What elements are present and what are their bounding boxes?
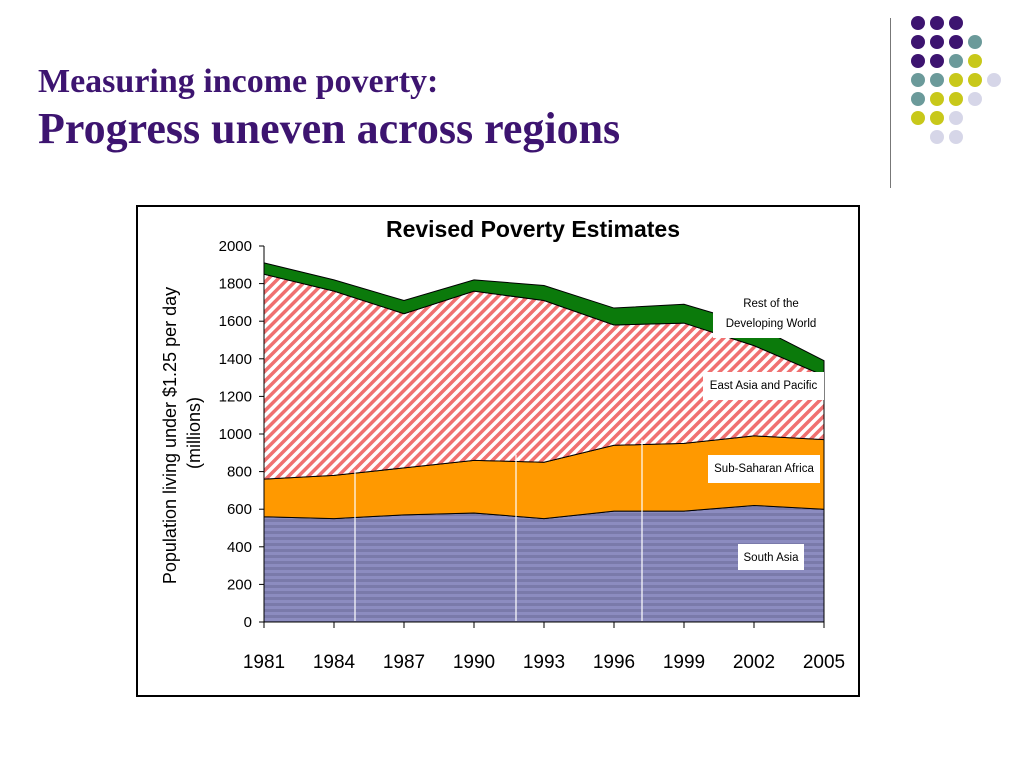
vertical-guide-lines xyxy=(354,439,643,621)
y-tick-label: 1000 xyxy=(219,426,252,443)
series-label-text: Rest of the xyxy=(743,298,799,310)
series-label-text: Sub-Saharan Africa xyxy=(714,463,814,475)
x-tick-label: 1981 xyxy=(243,652,285,673)
y-tick-label: 1400 xyxy=(219,351,252,368)
label-background xyxy=(738,544,804,570)
x-tick-label: 1996 xyxy=(593,652,635,673)
label-background xyxy=(708,455,820,483)
title-divider xyxy=(890,18,891,188)
label-sub-saharan-africa: Sub-Saharan Africa xyxy=(708,455,820,483)
series-label-text: East Asia and Pacific xyxy=(710,380,818,392)
y-tick-label: 2000 xyxy=(219,238,252,255)
slide-title: Measuring income poverty: Progress uneve… xyxy=(38,62,620,156)
x-tick-label: 2002 xyxy=(733,652,775,673)
label-background xyxy=(703,372,824,400)
x-tick-label: 1999 xyxy=(663,652,705,673)
series-label-text: Developing World xyxy=(726,318,817,330)
y-axis-title: Population living under $1.25 per day (m… xyxy=(160,282,204,584)
x-tick-label: 1984 xyxy=(313,652,356,673)
label-south-asia: South Asia xyxy=(738,544,804,570)
area-layer xyxy=(263,262,825,623)
label-rest-of-developing-world: Rest of the Developing World xyxy=(713,290,829,338)
slide-title-line-2: Progress uneven across regions xyxy=(38,104,621,153)
axes: 0 200 400 600 800 1000 1200 1400 1600 1800 2000 198… xyxy=(219,238,846,673)
x-tick-label: 1987 xyxy=(383,652,425,673)
y-tick-label: 600 xyxy=(227,501,252,518)
y-tick-label: 1800 xyxy=(219,276,252,293)
y-tick-label: 1200 xyxy=(219,388,252,405)
series-label-text: South Asia xyxy=(744,552,800,564)
x-tick-label: 1990 xyxy=(453,652,495,673)
y-tick-label: 800 xyxy=(227,464,252,481)
label-east-asia-pacific: East Asia and Pacific xyxy=(703,372,824,400)
y-tick-label: 0 xyxy=(244,614,252,631)
chart-title: Revised Poverty Estimates xyxy=(386,216,680,242)
label-background xyxy=(713,290,829,338)
x-tick-label: 1993 xyxy=(523,652,565,673)
x-tick-label: 2005 xyxy=(803,652,845,673)
series-labels: South Asia Sub-Saharan Africa East Asia an… xyxy=(703,290,829,570)
y-tick-label: 1600 xyxy=(219,313,252,330)
slide-title-line-1: Measuring income poverty: xyxy=(38,63,439,100)
y-tick-label: 400 xyxy=(227,539,252,556)
y-tick-label: 200 xyxy=(227,576,252,593)
